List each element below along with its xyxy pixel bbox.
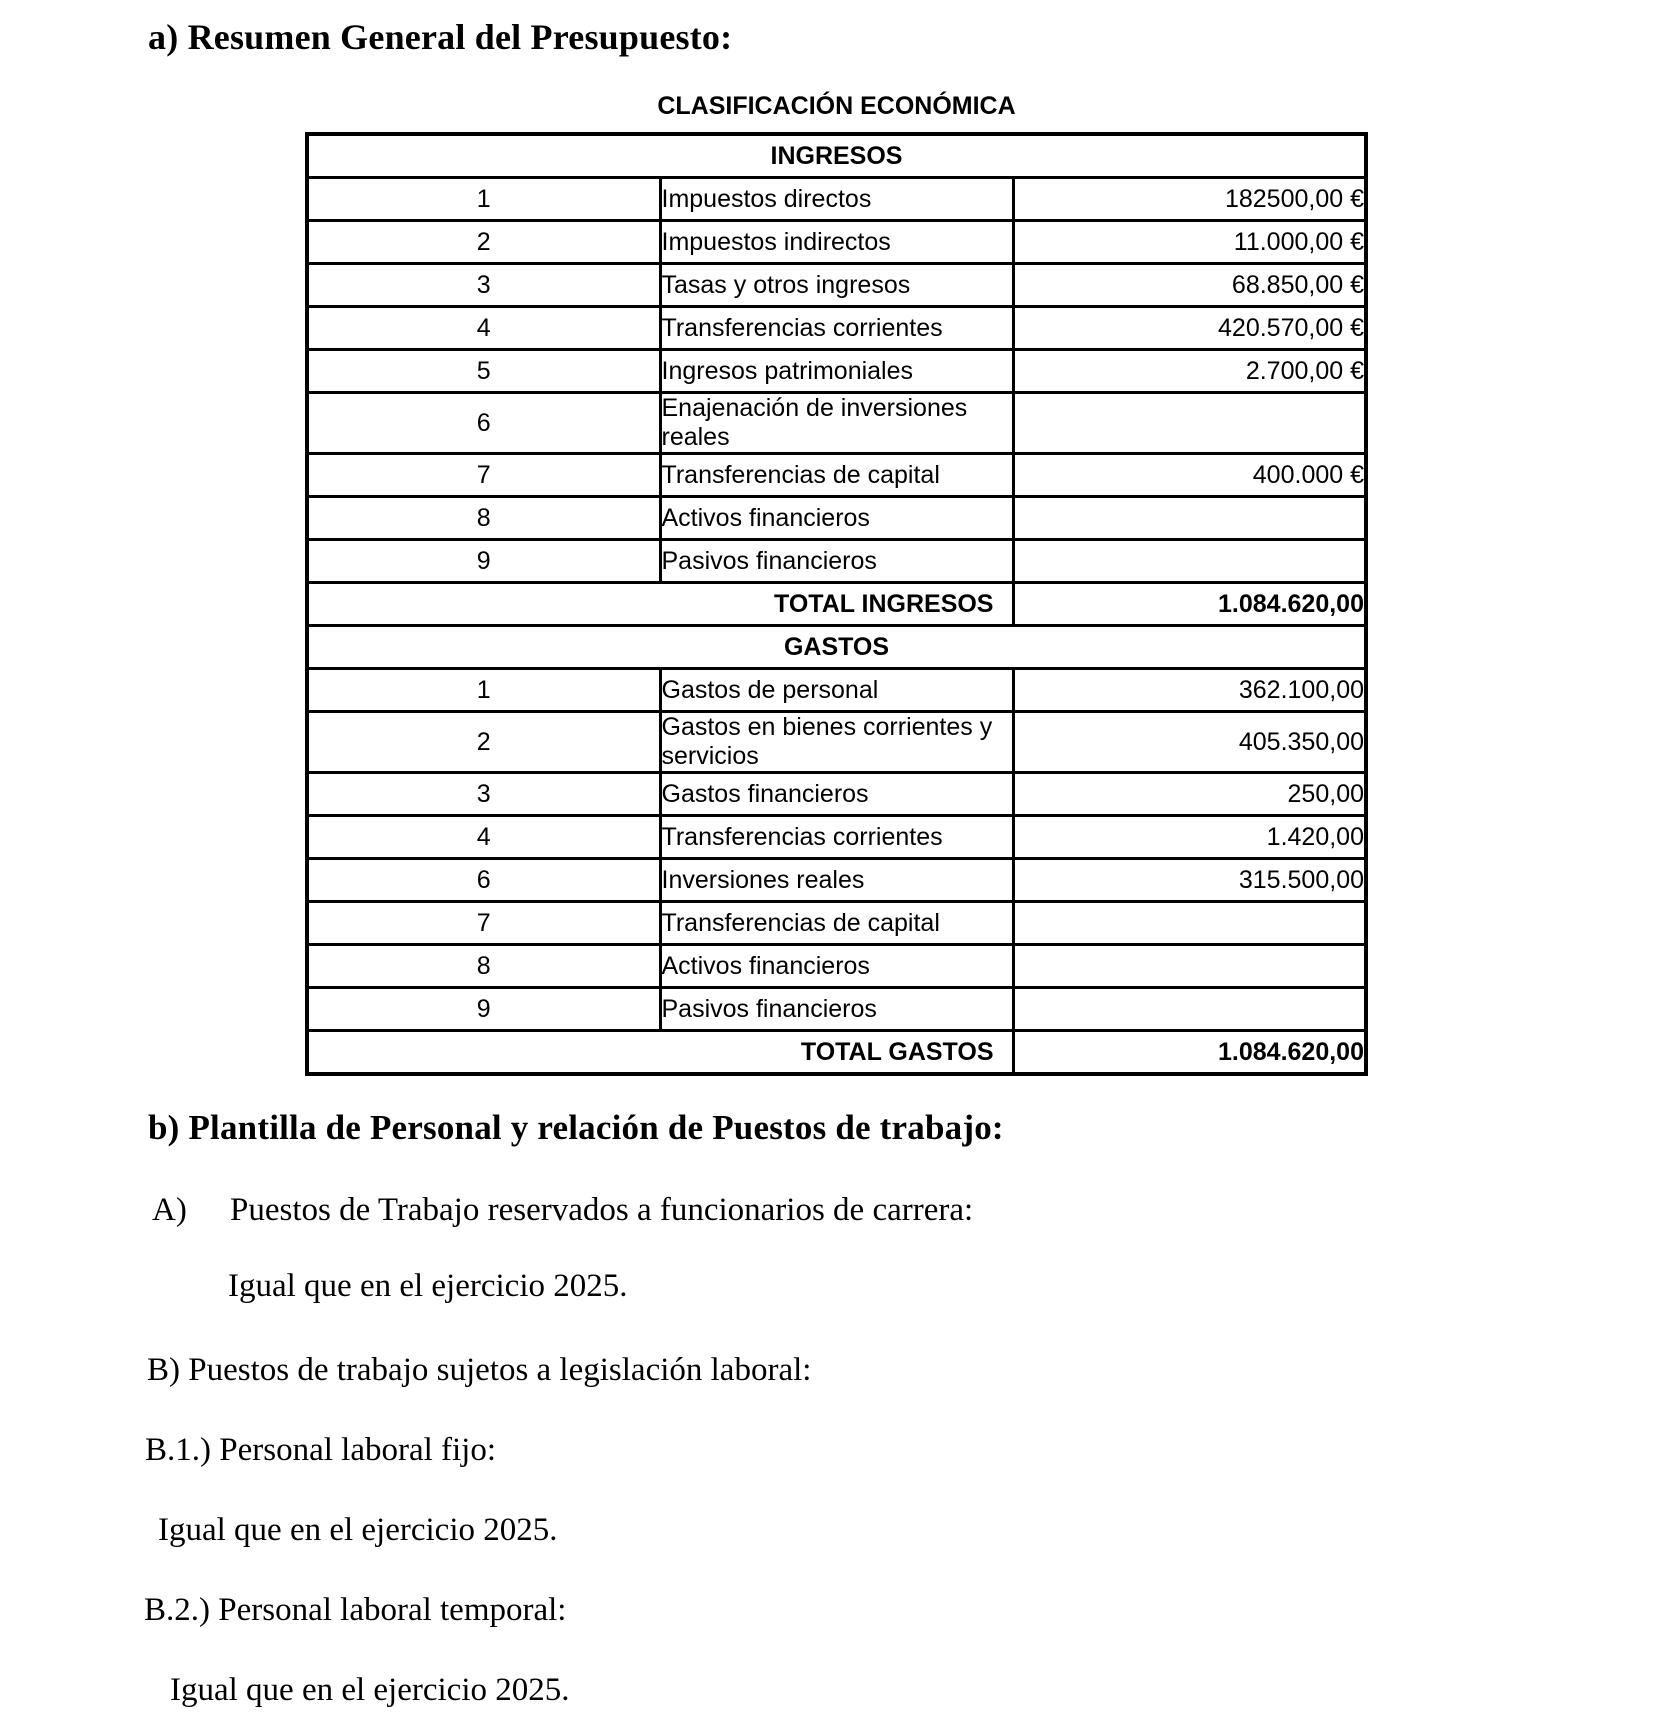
- table-row: 3 Gastos financieros 250,00: [305, 771, 1368, 817]
- total-gastos-value: 1.084.620,00: [1011, 1029, 1368, 1076]
- table-row: 4 Transferencias corrientes 1.420,00: [305, 814, 1368, 860]
- section-b-title: b) Plantilla de Personal y relación de P…: [148, 1108, 1004, 1147]
- row-number-cell: 9: [305, 986, 662, 1032]
- table-row: 1 Impuestos directos 182500,00 €: [305, 176, 1368, 222]
- row-number-cell: 8: [305, 943, 662, 989]
- table-row: 2 Gastos en bienes corrientes y servicio…: [305, 710, 1368, 774]
- paragraph-funcionarios-text: Puestos de Trabajo reservados a funciona…: [230, 1192, 974, 1228]
- row-label-cell: Enajenación de inversiones reales: [658, 391, 1015, 455]
- paragraph-legislacion-laboral: B) Puestos de trabajo sujetos a legislac…: [147, 1352, 812, 1388]
- row-value-cell: 362.100,00: [1011, 667, 1368, 713]
- table-row: 7 Transferencias de capital: [305, 900, 1368, 946]
- budget-table: INGRESOS 1 Impuestos directos 182500,00 …: [305, 132, 1368, 1076]
- total-gastos-row: TOTAL GASTOS 1.084.620,00: [305, 1029, 1368, 1076]
- row-value-cell: [1011, 495, 1368, 541]
- row-label-cell: Transferencias corrientes: [658, 814, 1015, 860]
- row-value-cell: 11.000,00 €: [1011, 219, 1368, 265]
- gastos-header-cell: GASTOS: [305, 624, 1368, 670]
- table-row: 8 Activos financieros: [305, 943, 1368, 989]
- row-value-cell: 1.420,00: [1011, 814, 1368, 860]
- table-row: 1 Gastos de personal 362.100,00: [305, 667, 1368, 713]
- row-number-cell: 4: [305, 814, 662, 860]
- table-row: 2 Impuestos indirectos 11.000,00 €: [305, 219, 1368, 265]
- paragraph-igual-ejercicio-a: Igual que en el ejercicio 2025.: [228, 1268, 628, 1304]
- total-ingresos-row: TOTAL INGRESOS 1.084.620,00: [305, 581, 1368, 627]
- table-row: 5 Ingresos patrimoniales 2.700,00 €: [305, 348, 1368, 394]
- table-row: 6 Enajenación de inversiones reales: [305, 391, 1368, 455]
- row-number-cell: 3: [305, 771, 662, 817]
- table-row: 9 Pasivos financieros: [305, 538, 1368, 584]
- row-number-cell: 1: [305, 176, 662, 222]
- row-number-cell: 7: [305, 452, 662, 498]
- row-value-cell: [1011, 900, 1368, 946]
- table-caption: CLASIFICACIÓN ECONÓMICA: [657, 92, 1016, 120]
- row-label-cell: Transferencias de capital: [658, 452, 1015, 498]
- paragraph-igual-ejercicio-b1: Igual que en el ejercicio 2025.: [158, 1512, 558, 1548]
- row-value-cell: 182500,00 €: [1011, 176, 1368, 222]
- table-row: 4 Transferencias corrientes 420.570,00 €: [305, 305, 1368, 351]
- row-value-cell: [1011, 538, 1368, 584]
- row-label-cell: Pasivos financieros: [658, 986, 1015, 1032]
- row-label-cell: Tasas y otros ingresos: [658, 262, 1015, 308]
- row-value-cell: 405.350,00: [1011, 710, 1368, 774]
- row-number-cell: 5: [305, 348, 662, 394]
- total-gastos-label: TOTAL GASTOS: [305, 1029, 1015, 1076]
- ingresos-header-cell: INGRESOS: [305, 132, 1368, 179]
- total-ingresos-label: TOTAL INGRESOS: [305, 581, 1015, 627]
- row-label-cell: Ingresos patrimoniales: [658, 348, 1015, 394]
- row-value-cell: 315.500,00: [1011, 857, 1368, 903]
- row-number-cell: 6: [305, 857, 662, 903]
- row-label-cell: Impuestos directos: [658, 176, 1015, 222]
- row-number-cell: 9: [305, 538, 662, 584]
- row-number-cell: 2: [305, 219, 662, 265]
- row-value-cell: 250,00: [1011, 771, 1368, 817]
- row-number-cell: 7: [305, 900, 662, 946]
- table-row: 9 Pasivos financieros: [305, 986, 1368, 1032]
- row-value-cell: 68.850,00 €: [1011, 262, 1368, 308]
- row-label-cell: Gastos financieros: [658, 771, 1015, 817]
- row-number-cell: 3: [305, 262, 662, 308]
- paragraph-personal-laboral-temporal: B.2.) Personal laboral temporal:: [144, 1592, 567, 1628]
- row-number-cell: 4: [305, 305, 662, 351]
- row-label-cell: Gastos de personal: [658, 667, 1015, 713]
- table-row: 6 Inversiones reales 315.500,00: [305, 857, 1368, 903]
- row-label-cell: Inversiones reales: [658, 857, 1015, 903]
- row-label-cell: Transferencias corrientes: [658, 305, 1015, 351]
- row-number-cell: 6: [305, 391, 662, 455]
- row-value-cell: [1011, 943, 1368, 989]
- paragraph-igual-ejercicio-b2: Igual que en el ejercicio 2025.: [170, 1672, 570, 1708]
- row-value-cell: [1011, 986, 1368, 1032]
- table-row: 3 Tasas y otros ingresos 68.850,00 €: [305, 262, 1368, 308]
- row-label-cell: Activos financieros: [658, 943, 1015, 989]
- list-marker-A: A): [152, 1192, 187, 1228]
- row-number-cell: 8: [305, 495, 662, 541]
- row-value-cell: 400.000 €: [1011, 452, 1368, 498]
- row-label-cell: Impuestos indirectos: [658, 219, 1015, 265]
- row-value-cell: 2.700,00 €: [1011, 348, 1368, 394]
- row-label-cell: Gastos en bienes corrientes y servicios: [658, 710, 1015, 774]
- row-label-cell: Pasivos financieros: [658, 538, 1015, 584]
- paragraph-personal-laboral-fijo: B.1.) Personal laboral fijo:: [145, 1432, 497, 1468]
- total-ingresos-value: 1.084.620,00: [1011, 581, 1368, 627]
- section-a-title: a) Resumen General del Presupuesto:: [148, 17, 733, 57]
- gastos-header-row: GASTOS: [305, 624, 1368, 670]
- paragraph-funcionarios: A) Puestos de Trabajo reservados a funcio…: [152, 1192, 973, 1229]
- row-number-cell: 2: [305, 710, 662, 774]
- table-row: 8 Activos financieros: [305, 495, 1368, 541]
- table-row: 7 Transferencias de capital 400.000 €: [305, 452, 1368, 498]
- row-label-cell: Activos financieros: [658, 495, 1015, 541]
- ingresos-header-row: INGRESOS: [305, 132, 1368, 179]
- row-number-cell: 1: [305, 667, 662, 713]
- row-value-cell: 420.570,00 €: [1011, 305, 1368, 351]
- row-label-cell: Transferencias de capital: [658, 900, 1015, 946]
- row-value-cell: [1011, 391, 1368, 455]
